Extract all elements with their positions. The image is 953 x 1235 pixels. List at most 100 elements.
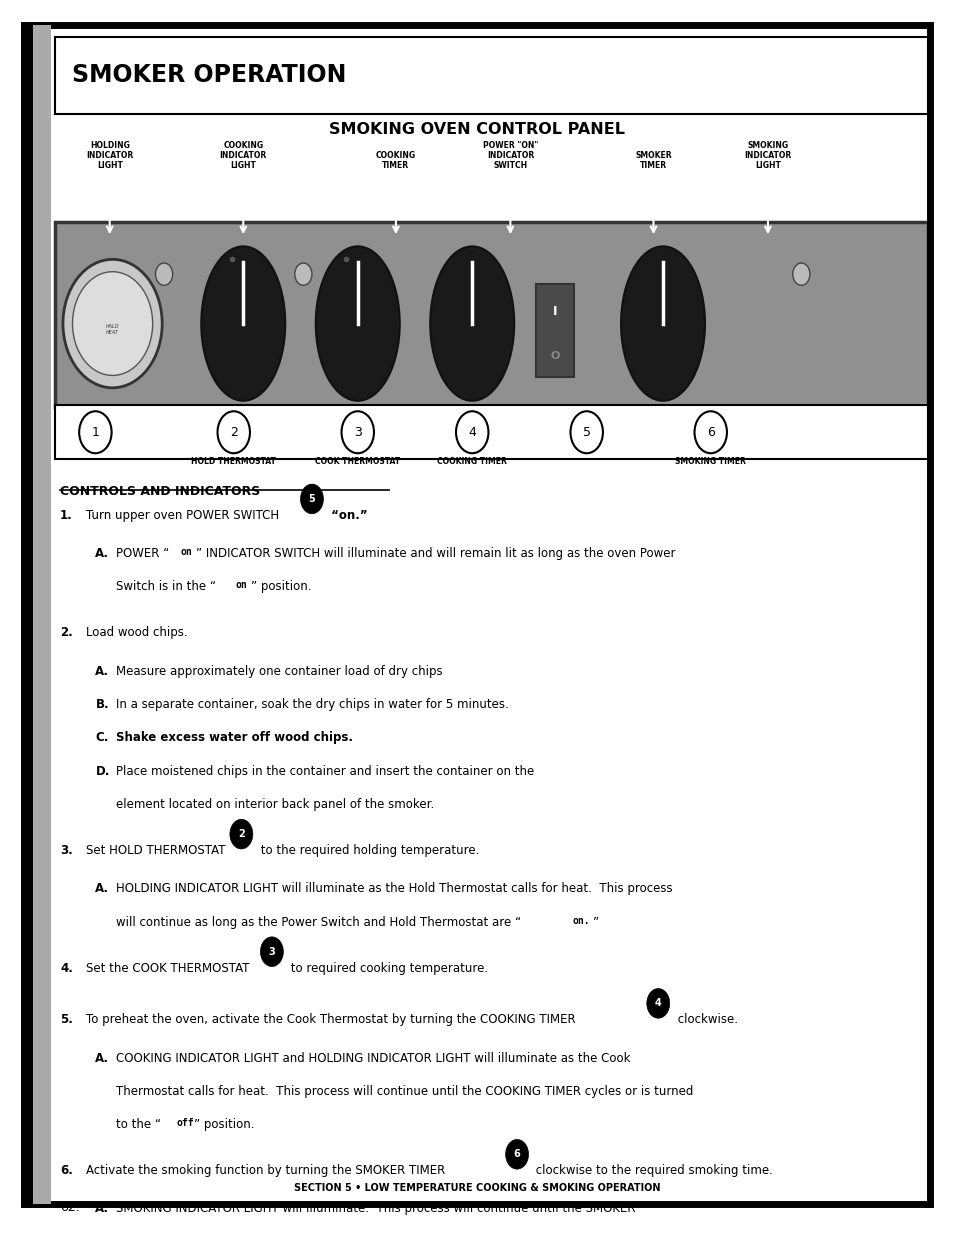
Text: Place moistened chips in the container and insert the container on the: Place moistened chips in the container a… (116, 764, 534, 778)
Text: SECTION 5 • LOW TEMPERATURE COOKING & SMOKING OPERATION: SECTION 5 • LOW TEMPERATURE COOKING & SM… (294, 1183, 659, 1193)
Circle shape (63, 259, 162, 388)
Text: Measure approximately one container load of dry chips: Measure approximately one container load… (116, 664, 442, 678)
Text: 6.: 6. (60, 1165, 72, 1177)
Text: D.: D. (95, 764, 110, 778)
Circle shape (570, 411, 602, 453)
Circle shape (294, 263, 312, 285)
Text: ” position.: ” position. (251, 580, 311, 594)
Text: SMOKING
INDICATOR
LIGHT: SMOKING INDICATOR LIGHT (743, 141, 791, 170)
Circle shape (155, 263, 172, 285)
Text: 5: 5 (308, 494, 315, 504)
Ellipse shape (430, 247, 514, 401)
Circle shape (217, 411, 250, 453)
Text: SMOKER OPERATION: SMOKER OPERATION (71, 63, 346, 88)
Text: Thermostat calls for heat.  This process will continue until the COOKING TIMER c: Thermostat calls for heat. This process … (116, 1084, 693, 1098)
Text: 2.: 2. (60, 626, 72, 640)
Text: HOLD THERMOSTAT: HOLD THERMOSTAT (192, 457, 275, 466)
Text: 4: 4 (468, 426, 476, 438)
Text: “on.”: “on.” (327, 509, 368, 522)
Text: Activate the smoking function by turning the SMOKER TIMER: Activate the smoking function by turning… (86, 1165, 449, 1177)
Circle shape (72, 272, 152, 375)
Circle shape (341, 411, 374, 453)
Text: A.: A. (95, 882, 110, 895)
Text: 5: 5 (582, 426, 590, 438)
Ellipse shape (315, 247, 399, 401)
Text: Set the COOK THERMOSTAT: Set the COOK THERMOSTAT (86, 962, 253, 974)
Text: SMOKING INDICATOR LIGHT will illuminate.  This process will continue until the S: SMOKING INDICATOR LIGHT will illuminate.… (116, 1203, 636, 1215)
Text: 3: 3 (268, 947, 275, 957)
Text: 3.: 3. (60, 844, 72, 857)
Bar (24, 25, 33, 1204)
Text: 62.: 62. (60, 1202, 80, 1214)
Text: 2: 2 (237, 829, 245, 839)
Text: 3: 3 (354, 426, 361, 438)
Circle shape (260, 937, 283, 967)
Text: Load wood chips.: Load wood chips. (86, 626, 188, 640)
Text: SMOKING TIMER: SMOKING TIMER (675, 457, 745, 466)
Text: element located on interior back panel of the smoker.: element located on interior back panel o… (116, 798, 435, 811)
Text: HOLDING INDICATOR LIGHT will illuminate as the Hold Thermostat calls for heat.  : HOLDING INDICATOR LIGHT will illuminate … (116, 882, 672, 895)
Text: 1: 1 (91, 426, 99, 438)
Circle shape (456, 411, 488, 453)
Text: Switch is in the “: Switch is in the “ (116, 580, 216, 594)
Circle shape (505, 1140, 528, 1170)
Text: B.: B. (95, 698, 109, 711)
Text: HOLDING
INDICATOR
LIGHT: HOLDING INDICATOR LIGHT (86, 141, 133, 170)
Bar (55, 222, 927, 408)
Text: A.: A. (95, 1051, 110, 1065)
Text: HALO
HEAT: HALO HEAT (106, 325, 119, 335)
Text: will continue as long as the Power Switch and Hold Thermostat are “: will continue as long as the Power Switc… (116, 915, 521, 929)
Text: 4: 4 (654, 998, 661, 1008)
Text: ” INDICATOR SWITCH will illuminate and will remain lit as long as the oven Power: ” INDICATOR SWITCH will illuminate and w… (195, 547, 675, 561)
Text: COOKING TIMER: COOKING TIMER (436, 457, 507, 466)
Bar (536, 284, 574, 377)
Text: on.: on. (572, 915, 589, 925)
Bar (55, 405, 927, 459)
Circle shape (300, 484, 323, 514)
Text: clockwise to the required smoking time.: clockwise to the required smoking time. (532, 1165, 772, 1177)
Text: 5.: 5. (60, 1013, 72, 1026)
Text: ” position.: ” position. (193, 1118, 253, 1131)
Text: ”: ” (593, 915, 598, 929)
Text: COOK THERMOSTAT: COOK THERMOSTAT (314, 457, 400, 466)
Circle shape (230, 819, 253, 848)
Text: A.: A. (95, 1203, 110, 1215)
Text: 2: 2 (230, 426, 237, 438)
Text: O: O (550, 351, 559, 361)
Text: POWER "ON"
INDICATOR
SWITCH: POWER "ON" INDICATOR SWITCH (482, 141, 537, 170)
Ellipse shape (201, 247, 285, 401)
Text: on: on (235, 580, 247, 590)
Text: A.: A. (95, 664, 110, 678)
Text: Turn upper oven POWER SWITCH: Turn upper oven POWER SWITCH (86, 509, 282, 522)
Text: Shake excess water off wood chips.: Shake excess water off wood chips. (116, 731, 353, 745)
Text: In a separate container, soak the dry chips in water for 5 minutes.: In a separate container, soak the dry ch… (116, 698, 509, 711)
Text: 6: 6 (513, 1150, 520, 1160)
Text: To preheat the oven, activate the Cook Thermostat by turning the COOKING TIMER: To preheat the oven, activate the Cook T… (86, 1013, 578, 1026)
Text: SMOKING OVEN CONTROL PANEL: SMOKING OVEN CONTROL PANEL (329, 122, 624, 137)
Text: to required cooking temperature.: to required cooking temperature. (287, 962, 488, 974)
Text: C.: C. (95, 731, 109, 745)
Text: COOKING
INDICATOR
LIGHT: COOKING INDICATOR LIGHT (219, 141, 267, 170)
Text: off: off (176, 1118, 193, 1129)
Text: 6: 6 (706, 426, 714, 438)
Text: SMOKER
TIMER: SMOKER TIMER (635, 151, 671, 170)
Text: CONTROLS AND INDICATORS: CONTROLS AND INDICATORS (60, 485, 260, 499)
Bar (55, 37, 927, 114)
Circle shape (79, 411, 112, 453)
Text: POWER “: POWER “ (116, 547, 170, 561)
Text: on: on (180, 547, 192, 557)
Text: COOKING
TIMER: COOKING TIMER (375, 151, 416, 170)
Text: A.: A. (95, 547, 110, 561)
Bar (24, 25, 51, 1204)
Text: COOKING INDICATOR LIGHT and HOLDING INDICATOR LIGHT will illuminate as the Cook: COOKING INDICATOR LIGHT and HOLDING INDI… (116, 1051, 630, 1065)
Text: clockwise.: clockwise. (673, 1013, 737, 1026)
Text: to the “: to the “ (116, 1118, 161, 1131)
Text: Set HOLD THERMOSTAT: Set HOLD THERMOSTAT (86, 844, 229, 857)
Circle shape (792, 263, 809, 285)
Text: 1.: 1. (60, 509, 72, 522)
Circle shape (646, 988, 669, 1018)
Ellipse shape (620, 247, 704, 401)
Text: to the required holding temperature.: to the required holding temperature. (256, 844, 478, 857)
Text: I: I (553, 305, 557, 317)
Circle shape (694, 411, 726, 453)
